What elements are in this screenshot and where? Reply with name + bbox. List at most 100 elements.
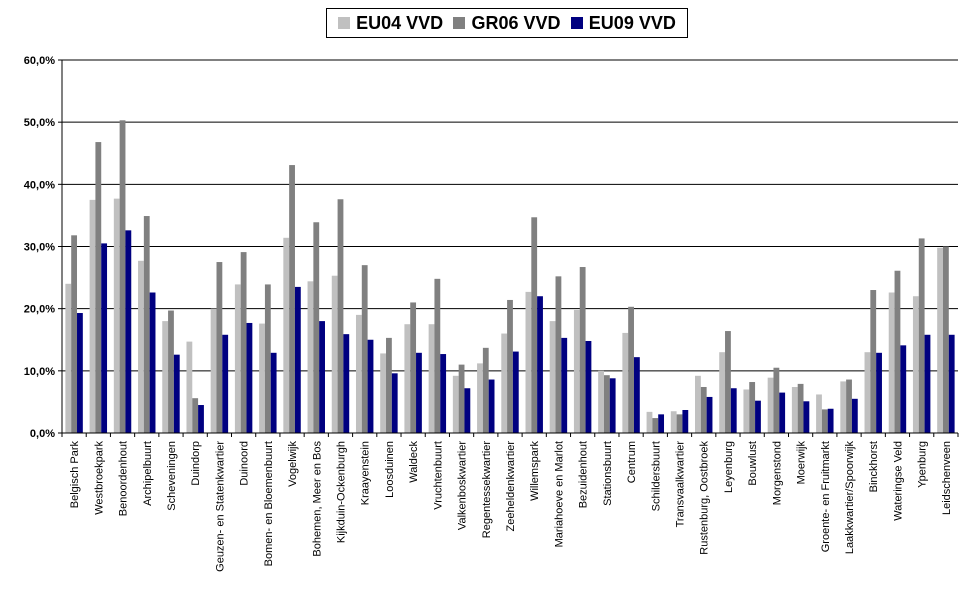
x-tick-label: Duindorp (190, 441, 202, 486)
bar (622, 332, 629, 433)
x-tick-label: Vogelwijk (287, 441, 299, 487)
bar (95, 142, 102, 433)
x-tick-label: Westbroekpark (93, 441, 105, 515)
bar (730, 388, 737, 433)
bar (598, 370, 604, 433)
bar (240, 252, 247, 433)
bar (779, 392, 786, 433)
bar (270, 352, 277, 433)
chart-legend: EU04 VVD GR06 VVD EU09 VVD (326, 8, 688, 38)
bar (482, 347, 489, 433)
y-tick-label: 30,0% (24, 242, 55, 254)
bar (900, 345, 907, 433)
legend-swatch-eu04 (338, 17, 351, 29)
bar (767, 377, 774, 433)
legend-label-eu04: EU04 VVD (356, 12, 444, 33)
bar (294, 286, 301, 433)
bar (119, 120, 126, 433)
bar (331, 275, 338, 433)
bar (555, 276, 562, 433)
bar (827, 408, 834, 433)
bar (628, 306, 634, 433)
bar (894, 270, 901, 433)
bar (355, 314, 362, 433)
bar (670, 411, 677, 433)
bar (791, 386, 798, 433)
x-tick-label: Benoordenhout (118, 441, 130, 516)
bar (65, 283, 72, 433)
bar (186, 341, 193, 433)
y-tick-label: 0,0% (30, 428, 55, 440)
bar (319, 321, 325, 433)
bar (797, 383, 804, 433)
x-tick-label: Vruchtenbuurt (432, 441, 444, 510)
bar (234, 284, 241, 433)
bar (380, 353, 387, 433)
bar (864, 352, 871, 433)
x-tick-label: Geuzen- en Statenkwartier (214, 441, 226, 572)
y-tick-label: 10,0% (24, 366, 55, 378)
bar (464, 388, 471, 433)
legend-item-eu09: EU09 VVD (570, 13, 676, 34)
bar (404, 324, 411, 433)
bar (803, 401, 810, 433)
bar (113, 198, 120, 433)
bar (452, 375, 459, 433)
bar (725, 331, 731, 433)
x-tick-label: Schildersbuurt (650, 441, 662, 511)
bar (816, 394, 822, 433)
bar (646, 411, 653, 433)
x-tick-label: Laakkwartier/Spoorwijk (844, 441, 856, 555)
bar (918, 238, 925, 433)
bar (440, 354, 447, 433)
bar (192, 398, 199, 433)
bar (416, 352, 422, 433)
bar (89, 199, 96, 433)
legend-item-gr06: GR06 VVD (453, 13, 561, 34)
x-tick-label: Ypenburg (917, 441, 929, 488)
x-tick-label: Wateringse Veld (892, 441, 904, 521)
bar (386, 337, 392, 433)
bar (410, 302, 417, 433)
bar (912, 296, 919, 433)
bar (876, 352, 882, 433)
bar (749, 382, 756, 433)
bar (173, 354, 180, 433)
bar (755, 400, 761, 433)
y-tick-label: 60,0% (24, 55, 55, 67)
bar (101, 243, 108, 433)
bar (658, 414, 665, 433)
bar (337, 199, 344, 433)
x-tick-label: Kraayenstein (360, 441, 372, 505)
bar (549, 321, 556, 433)
bar (343, 334, 350, 433)
x-tick-label: Duinoord (239, 441, 251, 486)
x-tick-label: Bezuidenhout (578, 441, 590, 508)
bar (125, 230, 132, 433)
x-tick-label: Leidschenveen (941, 441, 953, 515)
x-tick-label: Scheveningen (166, 441, 178, 511)
bar (579, 267, 586, 433)
bar (264, 284, 271, 433)
x-tick-label: Stationsbuurt (602, 441, 614, 506)
x-tick-label: Centrum (626, 441, 638, 483)
bar (77, 313, 83, 433)
bar (682, 409, 689, 433)
bar (149, 292, 156, 433)
bar (676, 414, 683, 433)
bar (512, 351, 519, 433)
bar (138, 260, 144, 433)
x-tick-label: Moerwijk (796, 441, 808, 485)
bar (846, 379, 852, 433)
bar (289, 165, 295, 434)
x-tick-label: Mariahoeve en Marlot (553, 441, 565, 547)
bar (162, 321, 169, 433)
bar (367, 339, 374, 433)
x-tick-label: Kijkduin-Ockenburgh (335, 441, 347, 543)
bar (71, 235, 78, 433)
bar (609, 378, 616, 433)
x-tick-label: Regentessekwartier (481, 441, 493, 539)
bar (531, 217, 538, 433)
bar (585, 340, 592, 433)
